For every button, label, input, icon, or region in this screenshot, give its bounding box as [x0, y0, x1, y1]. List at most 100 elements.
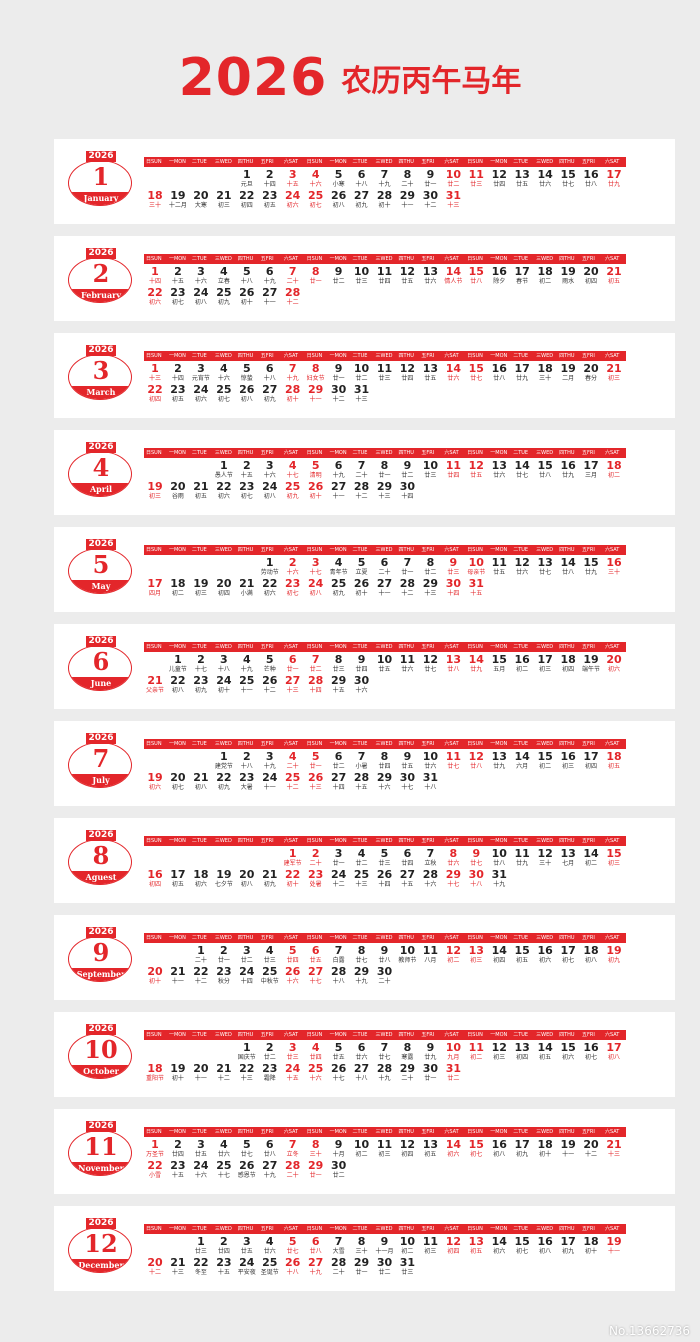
day-cell: 2 十五	[167, 266, 189, 286]
day-number: 1	[220, 750, 228, 763]
lunar-label: 廿一	[309, 1172, 322, 1179]
lunar-label: 初二	[539, 278, 552, 285]
day-number: 23	[170, 1159, 186, 1172]
day-cell: 25 初七	[305, 190, 327, 210]
day-cell: 2 十六	[282, 557, 304, 577]
day-cell: 7 十九	[374, 169, 396, 189]
day-number: 14	[491, 944, 507, 957]
day-number: 20	[193, 189, 209, 202]
day-cell: 11 廿三	[374, 363, 396, 383]
day-number: 6	[311, 1235, 320, 1248]
weekday-label: 一MON	[490, 935, 508, 941]
day-cell: 2 廿一	[213, 945, 235, 965]
day-number: 18	[560, 653, 576, 666]
day-cell: 18 三十	[144, 190, 166, 210]
lunar-label: 廿六	[493, 472, 506, 479]
day-cell: 20 初十	[144, 966, 166, 986]
watermark: No.13662736	[609, 1324, 690, 1338]
day-number: 16	[514, 653, 530, 666]
day-number: 1	[174, 653, 182, 666]
weekday-label: 五FRI	[582, 1226, 595, 1232]
day-number: 15	[583, 556, 599, 569]
day-number: 15	[537, 459, 553, 472]
weekday-label: 三WED	[375, 1032, 393, 1038]
lunar-label: 初九	[607, 957, 620, 964]
month-number: 9	[92, 938, 110, 967]
lunar-label: 十四	[378, 881, 391, 888]
day-number: 14	[560, 556, 576, 569]
day-cell: 2 十七	[190, 654, 212, 674]
day-cell: 19 初六	[144, 772, 166, 792]
day-cell: 28 十六	[419, 869, 441, 889]
day-number: 19	[170, 1062, 186, 1075]
day-cell: 14 廿六	[534, 169, 556, 189]
lunar-label: 廿九	[424, 1054, 437, 1061]
weekday-label: 五FRI	[582, 1032, 595, 1038]
day-number: 29	[330, 674, 347, 687]
weekday-label: 五FRI	[421, 935, 435, 941]
day-cell: 14 廿八	[557, 557, 579, 577]
lunar-label: 白露	[332, 957, 345, 964]
day-cell: 16 廿八	[580, 169, 602, 189]
lunar-label: 初六	[539, 957, 552, 964]
day-cell: 10 教师节	[396, 945, 418, 965]
day-cell: 23 初七	[236, 481, 258, 501]
day-number: 23	[193, 674, 209, 687]
day-cell: 25 十七	[213, 1160, 235, 1180]
day-cell: 10 廿二	[442, 169, 464, 189]
lunar-label: 廿七	[424, 666, 437, 673]
day-cell: 27 初九	[351, 190, 373, 210]
day-number: 25	[307, 189, 324, 202]
lunar-label: 初十	[286, 881, 299, 888]
day-cell: 26 初八	[236, 384, 258, 404]
lunar-label: 二十	[378, 569, 391, 576]
weekday-label: 四THU	[398, 256, 414, 262]
lunar-label: 廿二	[378, 1269, 391, 1276]
day-number: 18	[170, 577, 186, 590]
weekday-label: 日SUN	[467, 1032, 483, 1038]
day-cell: 27 初九	[259, 384, 281, 404]
day-number: 12	[445, 944, 461, 957]
day-cell: 9 廿九	[419, 1042, 441, 1062]
lunar-label: 廿四	[447, 472, 460, 479]
day-cell: 15 初六	[557, 1042, 579, 1062]
month-badge-year: 2026	[86, 151, 116, 162]
day-number: 25	[216, 286, 232, 299]
lunar-label: 廿九	[562, 472, 575, 479]
lunar-label: 初六	[286, 202, 299, 209]
weekday-label: 二TUE	[352, 838, 368, 844]
lunar-label: 十九	[263, 278, 276, 285]
weekday-label: 一MON	[329, 1226, 347, 1232]
weekday-label: 六SAT	[444, 1032, 459, 1038]
day-cell: 30 十六	[351, 675, 373, 695]
lunar-label: 立冬	[286, 1151, 299, 1158]
day-number: 7	[357, 459, 366, 472]
lunar-label: 廿一	[424, 181, 437, 188]
day-number: 22	[147, 286, 163, 299]
weekday-label: 三WED	[214, 353, 232, 359]
month-number: 11	[84, 1132, 118, 1161]
weekday-label: 五FRI	[421, 838, 435, 844]
weekday-label: 二TUE	[191, 1226, 207, 1232]
day-cell: 16 初四	[144, 869, 166, 889]
lunar-label: 十四	[309, 687, 322, 694]
day-cell: 17 三月	[580, 460, 602, 480]
weekday-label: 二TUE	[513, 1032, 529, 1038]
day-number: 11	[376, 265, 393, 278]
day-number: 2	[174, 1138, 182, 1151]
weekday-label: 六SAT	[283, 935, 299, 941]
month-english-name: Aguest	[69, 871, 131, 884]
day-number: 28	[376, 189, 393, 202]
lunar-label: 廿四	[493, 181, 506, 188]
day-cell: 31 廿三	[396, 1257, 418, 1277]
weekday-label: 三WED	[214, 1129, 232, 1135]
day-cell: 20 初四	[213, 578, 235, 598]
day-cell: 16 初二	[511, 654, 533, 674]
day-number: 9	[380, 1235, 389, 1248]
lunar-label: 廿五	[401, 278, 414, 285]
day-cell: 3 廿五	[190, 1139, 212, 1159]
day-number: 30	[445, 577, 461, 590]
weekday-label: 三WED	[536, 450, 554, 456]
day-cell: 4 青年节	[328, 557, 350, 577]
lunar-label: 廿七	[470, 375, 483, 382]
